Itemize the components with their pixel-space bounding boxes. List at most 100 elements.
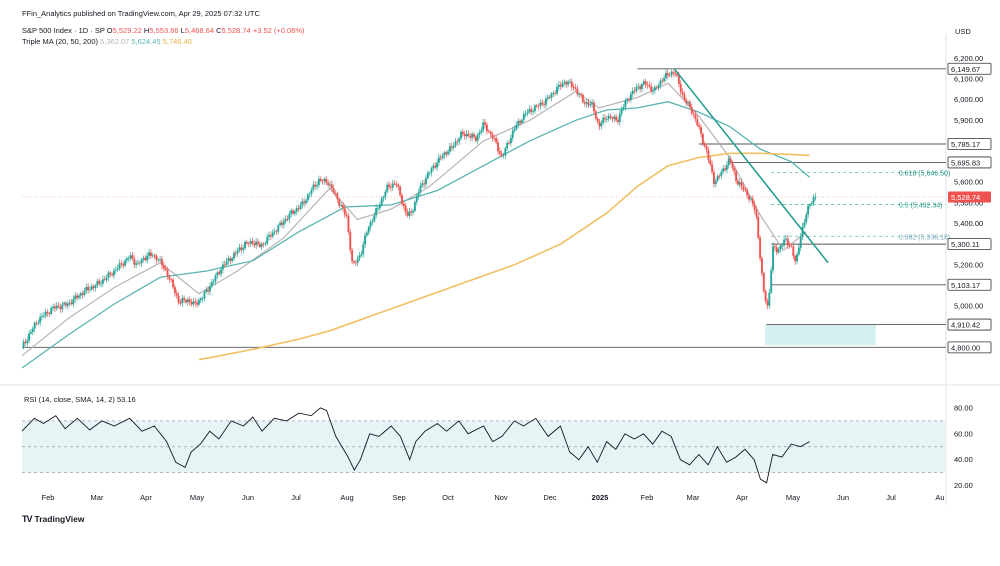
candle-body xyxy=(519,120,522,123)
candle-body xyxy=(465,133,468,137)
candle-body xyxy=(332,188,335,193)
candle-body xyxy=(31,328,34,333)
candle-body xyxy=(131,255,134,259)
ohlc-high: H5,553.66 xyxy=(143,26,179,35)
candle-body xyxy=(57,305,60,307)
candle-body xyxy=(617,120,619,123)
candle-body xyxy=(269,235,272,237)
candle-body xyxy=(672,71,675,73)
candle-body xyxy=(559,84,562,87)
candle-body xyxy=(227,258,230,262)
time-tick-label: Feb xyxy=(42,493,55,502)
candle-body xyxy=(615,116,618,121)
candle-body xyxy=(434,165,437,168)
candle-body xyxy=(515,124,518,129)
candle-body xyxy=(797,247,800,255)
candle-body xyxy=(358,255,361,259)
candle-body xyxy=(273,231,276,233)
candle-body xyxy=(452,146,455,148)
candle-body xyxy=(33,322,36,329)
candle-body xyxy=(87,286,90,291)
candle-body xyxy=(611,117,614,119)
candle-body xyxy=(679,83,682,92)
candle-body xyxy=(185,299,187,303)
candle-body xyxy=(742,186,745,190)
candle-body xyxy=(729,158,732,163)
candle-body xyxy=(37,322,40,324)
candle-body xyxy=(109,272,112,275)
candle-body xyxy=(402,203,405,207)
price-tick-label: 5,900.00 xyxy=(954,116,983,125)
candle-body xyxy=(661,80,664,82)
candle-body xyxy=(190,302,193,305)
candle-body xyxy=(177,295,180,303)
candle-body xyxy=(323,178,326,182)
candle-body xyxy=(151,255,154,257)
candle-body xyxy=(149,252,152,256)
candle-body xyxy=(413,202,416,211)
candle-body xyxy=(327,182,330,186)
candle-body xyxy=(44,311,47,316)
candle-body xyxy=(275,231,278,233)
support-zone-box xyxy=(765,324,876,346)
candle-body xyxy=(432,165,435,169)
level-label-box xyxy=(947,238,992,251)
candle-body xyxy=(709,159,712,165)
candle-body xyxy=(378,204,381,209)
candle-body xyxy=(48,313,51,314)
level-label: 5,695.83 xyxy=(951,158,980,167)
candle-body xyxy=(194,301,197,303)
level-label: 4,910.42 xyxy=(951,321,980,330)
candle-body xyxy=(461,131,464,135)
candle-body xyxy=(554,93,557,94)
candle-body xyxy=(482,122,485,131)
candle-body xyxy=(556,87,558,94)
candle-body xyxy=(548,97,551,98)
candle-body xyxy=(456,141,459,143)
candle-body xyxy=(183,298,186,300)
candle-body xyxy=(449,146,451,152)
candle-body xyxy=(238,247,241,251)
candle-body xyxy=(325,178,328,183)
candle-body xyxy=(404,206,407,213)
candle-body xyxy=(247,243,250,245)
candle-body xyxy=(321,180,324,182)
candle-body xyxy=(491,133,494,139)
candle-body xyxy=(607,115,610,120)
candle-body xyxy=(299,205,302,210)
time-tick-label: Jul xyxy=(886,493,896,502)
candle-body xyxy=(181,298,184,304)
candle-body xyxy=(301,201,304,206)
candle-body xyxy=(98,280,101,284)
candle-body xyxy=(605,119,608,120)
ma-line-MA200 xyxy=(198,152,810,361)
candle-body xyxy=(148,252,151,256)
candle-body xyxy=(329,184,331,186)
candle-body xyxy=(89,289,91,291)
candle-body xyxy=(159,259,162,261)
candle-body xyxy=(517,120,520,125)
time-tick-label: Dec xyxy=(543,493,557,502)
candle-body xyxy=(587,102,590,106)
candle-body xyxy=(504,148,507,156)
ma-legend-label: Triple MA (20, 50, 200) xyxy=(22,37,99,46)
time-tick-label: Mar xyxy=(687,493,700,502)
rsi-tick-label: 40.00 xyxy=(954,455,973,464)
candle-body xyxy=(118,263,121,269)
ohlc-open: O5,529.22 xyxy=(106,26,142,35)
ma-line-MA20 xyxy=(21,82,807,357)
candle-body xyxy=(290,210,293,214)
candle-body xyxy=(570,81,573,88)
level-label-box xyxy=(947,62,992,75)
candle-body xyxy=(805,214,808,223)
candle-body xyxy=(550,93,553,98)
candle-body xyxy=(670,71,673,76)
candle-body xyxy=(626,98,629,101)
candle-body xyxy=(685,99,688,104)
candle-body xyxy=(354,262,357,264)
candle-body xyxy=(683,94,686,100)
candle-body xyxy=(234,252,237,254)
candle-body xyxy=(725,165,728,170)
candle-body xyxy=(386,184,389,192)
